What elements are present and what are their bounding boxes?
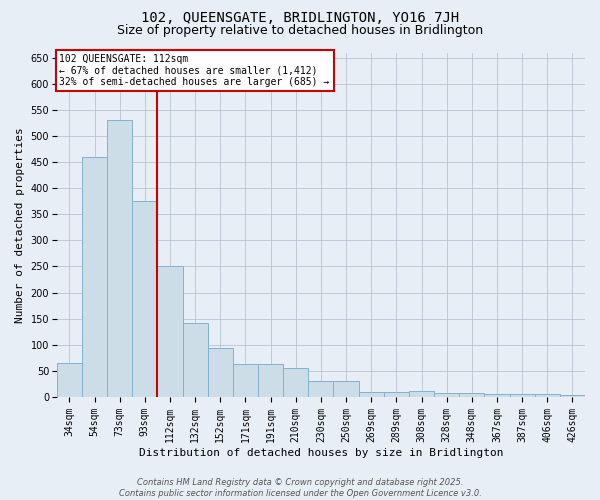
Bar (459, 393, 484, 397)
Text: Size of property relative to detached houses in Bridlington: Size of property relative to detached ho… (117, 24, 483, 37)
Text: Contains HM Land Registry data © Crown copyright and database right 2025.
Contai: Contains HM Land Registry data © Crown c… (119, 478, 481, 498)
Bar (334, 382, 359, 397)
Y-axis label: Number of detached properties: Number of detached properties (15, 127, 25, 322)
Bar (208, 348, 233, 397)
Bar (258, 364, 283, 397)
Bar (233, 364, 258, 397)
Bar (509, 394, 535, 397)
Bar (157, 266, 182, 397)
Bar (182, 323, 208, 397)
Bar (434, 394, 459, 397)
Bar (57, 363, 82, 397)
Text: 102 QUEENSGATE: 112sqm
← 67% of detached houses are smaller (1,412)
32% of semi-: 102 QUEENSGATE: 112sqm ← 67% of detached… (59, 54, 330, 88)
Bar (560, 395, 585, 397)
X-axis label: Distribution of detached houses by size in Bridlington: Distribution of detached houses by size … (139, 448, 503, 458)
Bar (535, 394, 560, 397)
Bar (283, 368, 308, 397)
Bar (82, 157, 107, 397)
Bar (107, 120, 132, 397)
Bar (384, 392, 409, 397)
Bar (484, 394, 509, 397)
Bar (359, 392, 384, 397)
Bar (308, 382, 334, 397)
Bar (409, 390, 434, 397)
Text: 102, QUEENSGATE, BRIDLINGTON, YO16 7JH: 102, QUEENSGATE, BRIDLINGTON, YO16 7JH (141, 11, 459, 25)
Bar (132, 201, 157, 397)
